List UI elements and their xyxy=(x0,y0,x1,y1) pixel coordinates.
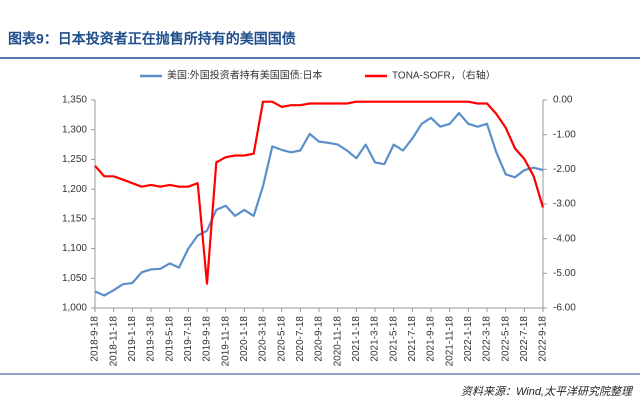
x-tick-label: 2022-3-18 xyxy=(482,316,493,362)
y2-tick-label: -5.00 xyxy=(553,268,576,279)
y2-tick-label: -3.00 xyxy=(553,199,576,210)
x-tick-label: 2022-9-18 xyxy=(538,316,549,362)
x-tick-label: 2022-5-18 xyxy=(500,316,511,362)
x-tick-label: 2020-9-18 xyxy=(314,316,325,362)
line-series xyxy=(94,100,545,285)
x-tick-label: 2020-11-18 xyxy=(332,316,343,367)
x-tick-label: 2019-1-18 xyxy=(127,316,138,362)
x-tick-label: 2018-11-18 xyxy=(108,316,119,367)
source-note: 资料来源：Wind,太平洋研究院整理 xyxy=(461,385,634,398)
y2-tick-label: 0.00 xyxy=(553,95,573,106)
x-tick-label: 2021-1-18 xyxy=(351,316,362,362)
y-tick-label: 1,150 xyxy=(62,213,87,224)
x-tick-label: 2022-1-18 xyxy=(463,316,474,362)
y-tick-label: 1,100 xyxy=(62,243,87,254)
x-tick-label: 2019-5-18 xyxy=(164,316,175,362)
x-tick-label: 2019-11-18 xyxy=(220,316,231,367)
chart-title: 图表9：日本投资者正在抛售所持有的美国国债 xyxy=(8,31,296,47)
y-tick-label: 1,250 xyxy=(62,154,87,165)
y-tick-label: 1,000 xyxy=(62,303,87,314)
y-tick-label: 1,300 xyxy=(62,124,87,135)
x-tick-label: 2022-7-18 xyxy=(519,316,530,362)
line-series xyxy=(94,111,544,297)
x-tick-label: 2019-7-18 xyxy=(183,316,194,362)
x-tick-label: 2020-1-18 xyxy=(239,316,250,362)
y2-tick-label: -2.00 xyxy=(553,164,576,175)
x-tick-label: 2021-9-18 xyxy=(426,316,437,362)
y-tick-label: 1,350 xyxy=(62,95,87,106)
x-tick-label: 2021-5-18 xyxy=(388,316,399,362)
x-tick-label: 2020-7-18 xyxy=(295,316,306,362)
x-tick-label: 2020-3-18 xyxy=(258,316,269,362)
x-tick-label: 2020-5-18 xyxy=(276,316,287,362)
x-tick-label: 2019-3-18 xyxy=(146,316,157,362)
y2-tick-label: -4.00 xyxy=(553,233,576,244)
legend-label: TONA-SOFR，（右轴） xyxy=(392,69,496,82)
y2-tick-label: -6.00 xyxy=(553,303,576,314)
y-tick-label: 1,200 xyxy=(62,184,87,195)
legend-label: 美国:外国投资者持有美国国债:日本 xyxy=(167,69,323,82)
x-tick-label: 2018-9-18 xyxy=(90,316,101,362)
y2-tick-label: -1.00 xyxy=(553,129,576,140)
x-tick-label: 2021-11-18 xyxy=(444,316,455,367)
x-tick-label: 2021-7-18 xyxy=(407,316,418,362)
y-tick-label: 1,050 xyxy=(62,273,87,284)
x-tick-label: 2021-3-18 xyxy=(370,316,381,362)
x-tick-label: 2019-9-18 xyxy=(202,316,213,362)
